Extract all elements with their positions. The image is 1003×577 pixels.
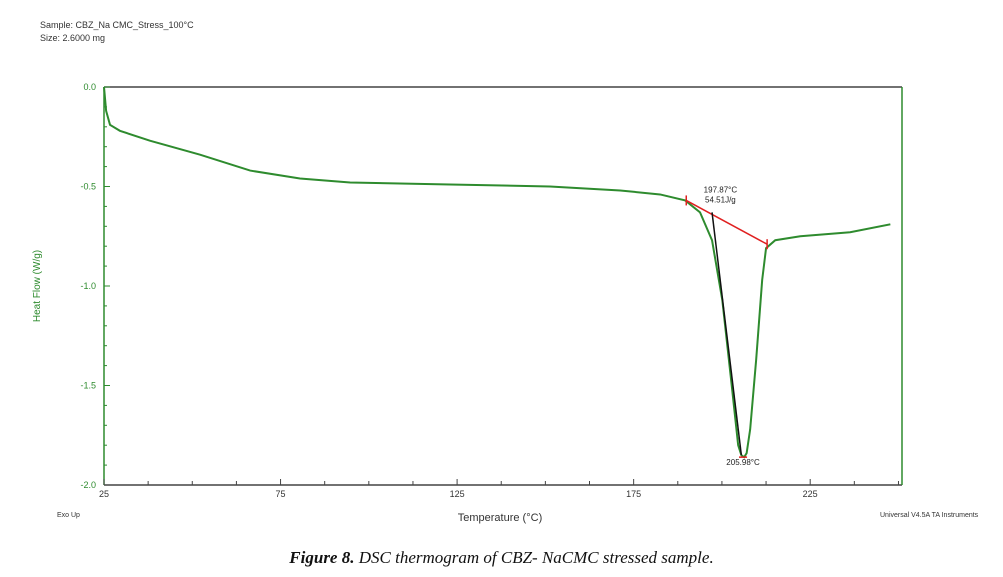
y-axis-label: Heat Flow (W/g) bbox=[32, 250, 43, 322]
integration-baseline bbox=[685, 199, 768, 245]
heat-flow-curve bbox=[103, 86, 891, 459]
y-tick-label: -0.5 bbox=[80, 182, 96, 192]
annotation-label: 54.51J/g bbox=[705, 195, 736, 204]
figure-caption: Figure 8. DSC thermogram of CBZ- NaCMC s… bbox=[0, 548, 1003, 568]
y-tick-label: -2.0 bbox=[80, 480, 96, 490]
y-tick-label: -1.0 bbox=[80, 281, 96, 291]
exo-up-label: Exo Up bbox=[57, 512, 80, 519]
sample-label: Sample: CBZ_Na CMC_Stress_100°C bbox=[40, 20, 194, 30]
x-axis-label: Temperature (°C) bbox=[458, 512, 542, 524]
x-tick-label: 125 bbox=[450, 489, 465, 499]
caption-text: DSC thermogram of CBZ- NaCMC stressed sa… bbox=[354, 548, 714, 567]
x-tick-label: 25 bbox=[99, 489, 109, 499]
size-label: Size: 2.6000 mg bbox=[40, 33, 106, 43]
onset-tangent-line bbox=[711, 212, 743, 456]
x-tick-label: 75 bbox=[276, 489, 286, 499]
x-tick-label: 225 bbox=[803, 489, 818, 499]
annotation-label: 205.98°C bbox=[726, 458, 760, 467]
y-tick-label: 0.0 bbox=[83, 82, 96, 92]
annotation-label: 197.87°C bbox=[704, 185, 738, 194]
instrument-label: Universal V4.5A TA Instruments bbox=[880, 512, 979, 519]
caption-label: Figure 8. bbox=[289, 548, 355, 567]
x-tick-label: 175 bbox=[626, 489, 641, 499]
y-tick-label: -1.5 bbox=[80, 381, 96, 391]
